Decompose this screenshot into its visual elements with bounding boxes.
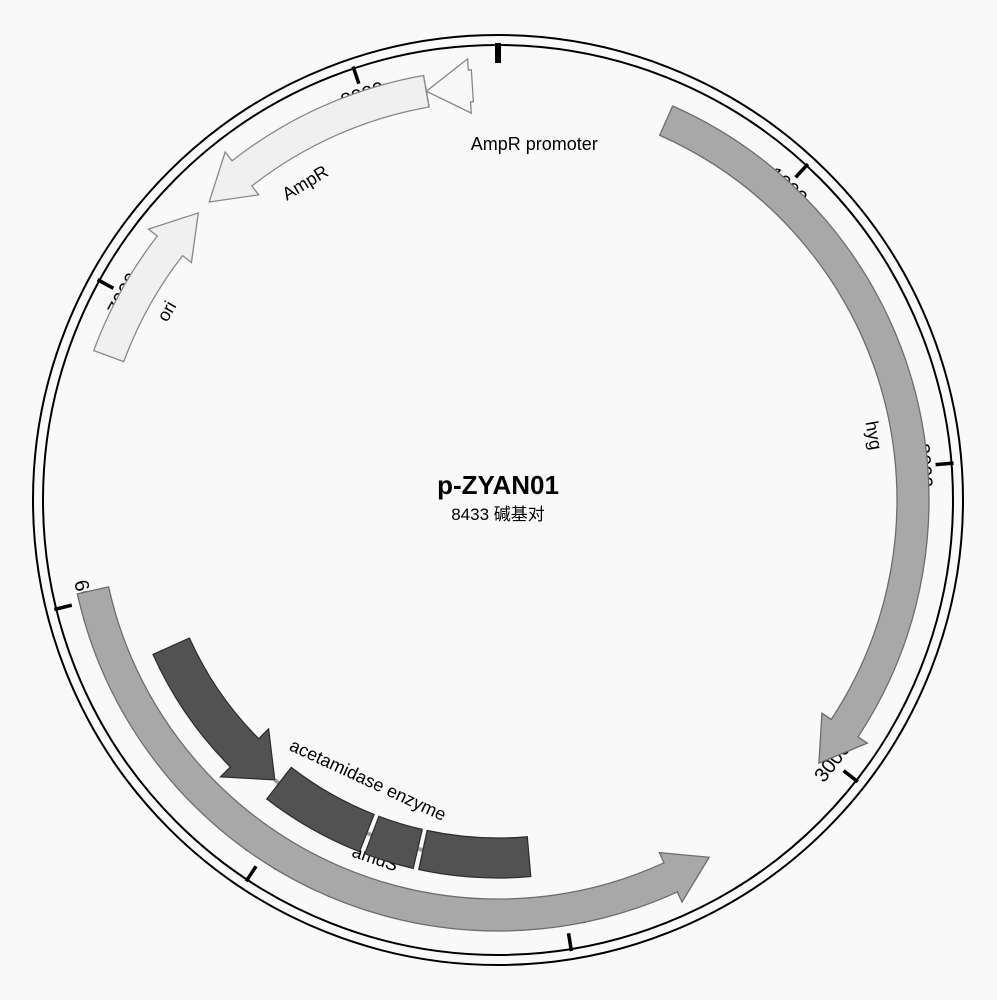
feature-acetamidase-enzyme-connector — [367, 833, 372, 835]
feature-acetamidase-enzyme-connector — [418, 849, 423, 850]
feature-label-AmpR-promoter: AmpR promoter — [471, 134, 598, 154]
plasmid-map: 10002000300040005000600070008000hygamdSo… — [0, 0, 997, 1000]
plasmid-title: p-ZYAN01 — [437, 470, 559, 500]
feature-acetamidase-enzyme-seg0 — [419, 830, 531, 878]
plasmid-size: 8433 碱基对 — [451, 505, 545, 524]
tick-2000 — [936, 463, 954, 464]
